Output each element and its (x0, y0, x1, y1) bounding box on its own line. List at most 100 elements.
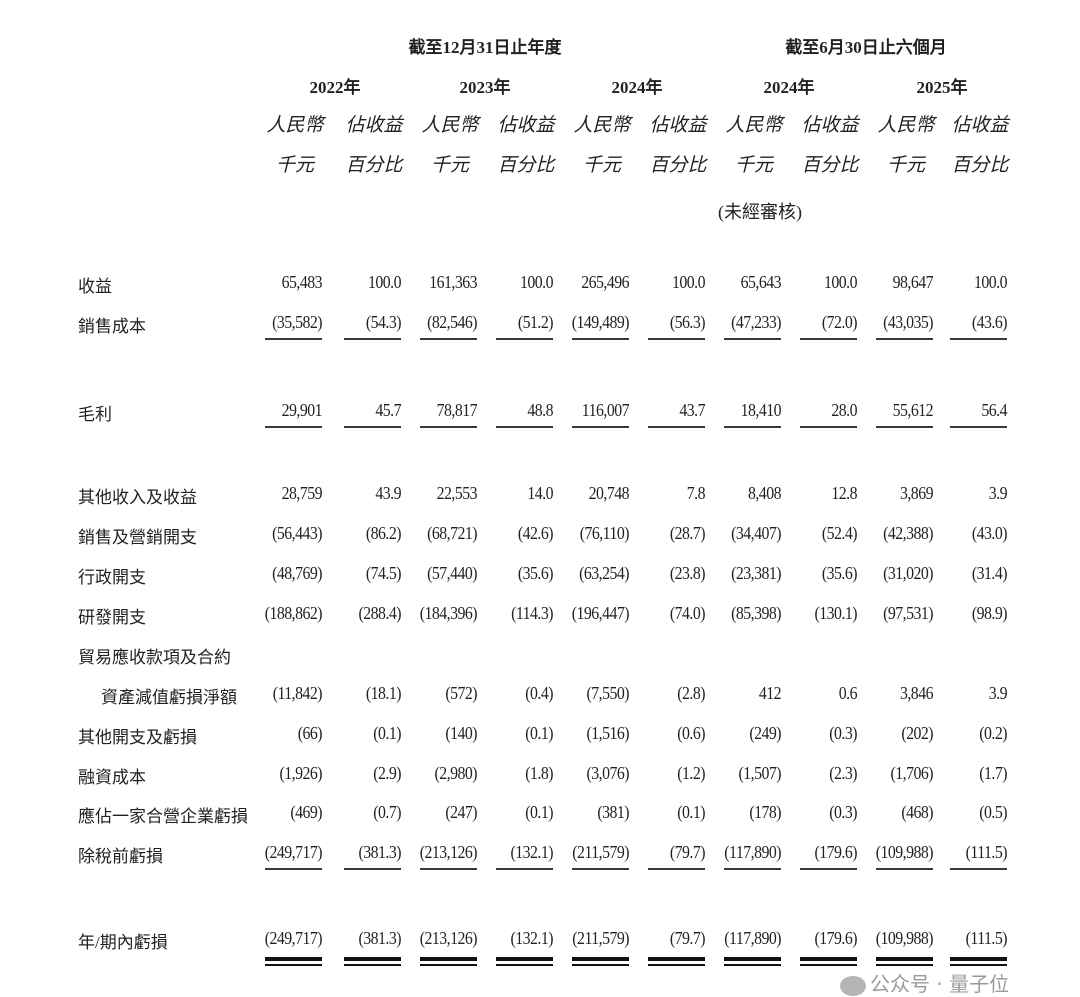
table-cell: (469) (290, 802, 322, 822)
row-label: 資產減值虧損淨額 (101, 688, 237, 707)
underline (420, 868, 477, 870)
table-cell: 28.0 (831, 400, 857, 420)
row-label: 其他收入及收益 (78, 488, 197, 507)
table-cell: (0.6) (677, 723, 705, 743)
table-cell: (117,890) (724, 842, 781, 862)
table-cell: (52.4) (821, 523, 858, 543)
table-cell: 12.8 (831, 483, 857, 503)
table-cell: (74.0) (669, 603, 706, 623)
table-cell: (23.8) (669, 563, 706, 583)
underline (800, 426, 857, 428)
underline (265, 868, 322, 870)
underline (344, 426, 401, 428)
underline (420, 338, 477, 340)
table-cell: (86.2) (365, 523, 402, 543)
table-cell: (117,890) (724, 928, 781, 948)
underline (420, 426, 477, 428)
table-cell: (0.3) (829, 723, 857, 743)
table-cell: (249,717) (264, 928, 323, 948)
table-cell: 45.7 (375, 400, 401, 420)
underline (344, 338, 401, 340)
table-cell: 98,647 (892, 272, 934, 292)
table-cell: (111.5) (965, 928, 1008, 948)
table-cell: (35.6) (517, 563, 554, 583)
table-cell: (3,076) (586, 763, 629, 783)
column-unit-bottom: 千元 (430, 155, 470, 176)
table-cell: (109,988) (875, 928, 934, 948)
table-cell: (56.3) (669, 312, 706, 332)
row-label: 研發開支 (78, 608, 146, 627)
table-cell: 20,748 (588, 483, 630, 503)
table-cell: (18.1) (365, 683, 402, 703)
underline (496, 426, 553, 428)
table-cell: (35.6) (821, 563, 858, 583)
column-unit-top: 人民幣 (573, 115, 631, 136)
table-cell: (76,110) (579, 523, 630, 543)
column-unit-bottom: 百分比 (345, 155, 403, 176)
table-cell: (111.5) (965, 842, 1008, 862)
row-label: 其他開支及虧損 (78, 728, 197, 747)
table-cell: (0.1) (525, 723, 553, 743)
unaudited-note: (未經審核) (718, 202, 802, 222)
table-cell: (35,582) (272, 312, 322, 332)
table-cell: (34,407) (731, 523, 781, 543)
table-cell: 8,408 (747, 483, 782, 503)
double-underline (572, 957, 629, 966)
underline (265, 426, 322, 428)
column-unit-top: 人民幣 (877, 115, 935, 136)
double-underline (648, 957, 705, 966)
table-cell: (1,926) (279, 763, 322, 783)
underline (876, 338, 933, 340)
table-cell: (468) (901, 802, 933, 822)
year-header: 2024年 (763, 78, 815, 97)
column-unit-bottom: 百分比 (497, 155, 555, 176)
table-cell: 3.9 (988, 483, 1008, 503)
table-cell: 22,553 (436, 483, 478, 503)
table-cell: 100.0 (367, 272, 402, 292)
table-cell: 0.6 (838, 683, 858, 703)
year-header: 2022年 (309, 78, 361, 97)
underline (648, 868, 705, 870)
table-cell: (48,769) (272, 563, 322, 583)
table-cell: (43.6) (971, 312, 1008, 332)
table-cell: 56.4 (981, 400, 1007, 420)
table-cell: (114.3) (511, 603, 553, 623)
table-cell: 78,817 (436, 400, 478, 420)
underline (950, 426, 1007, 428)
table-cell: (7,550) (586, 683, 629, 703)
table-cell: (2.8) (677, 683, 705, 703)
table-cell: (1,706) (890, 763, 933, 783)
table-cell: (57,440) (427, 563, 477, 583)
row-label: 銷售成本 (78, 317, 146, 336)
year-header: 2024年 (611, 78, 663, 97)
row-label: 毛利 (78, 405, 112, 424)
table-cell: (149,489) (571, 312, 630, 332)
underline (344, 868, 401, 870)
table-cell: 43.9 (375, 483, 401, 503)
row-label: 收益 (78, 277, 112, 296)
underline (800, 338, 857, 340)
table-cell: 265,496 (581, 272, 629, 292)
table-cell: 18,410 (740, 400, 782, 420)
table-cell: (381) (597, 802, 629, 822)
table-cell: 100.0 (973, 272, 1008, 292)
underline (496, 868, 553, 870)
table-cell: (72.0) (821, 312, 858, 332)
table-cell: (0.1) (373, 723, 401, 743)
table-cell: (97,531) (883, 603, 933, 623)
wechat-icon (840, 975, 866, 996)
table-cell: 3,846 (899, 683, 934, 703)
table-cell: (0.2) (979, 723, 1007, 743)
table-cell: 29,901 (281, 400, 323, 420)
underline (572, 426, 629, 428)
table-cell: (213,126) (419, 842, 478, 862)
column-unit-top: 佔收益 (345, 115, 403, 136)
table-cell: (572) (445, 683, 477, 703)
table-cell: (51.2) (517, 312, 554, 332)
table-cell: (249,717) (264, 842, 323, 862)
double-underline (724, 957, 781, 966)
row-label: 行政開支 (78, 568, 146, 587)
table-cell: (2,980) (434, 763, 477, 783)
double-underline (876, 957, 933, 966)
table-cell: (196,447) (571, 603, 630, 623)
